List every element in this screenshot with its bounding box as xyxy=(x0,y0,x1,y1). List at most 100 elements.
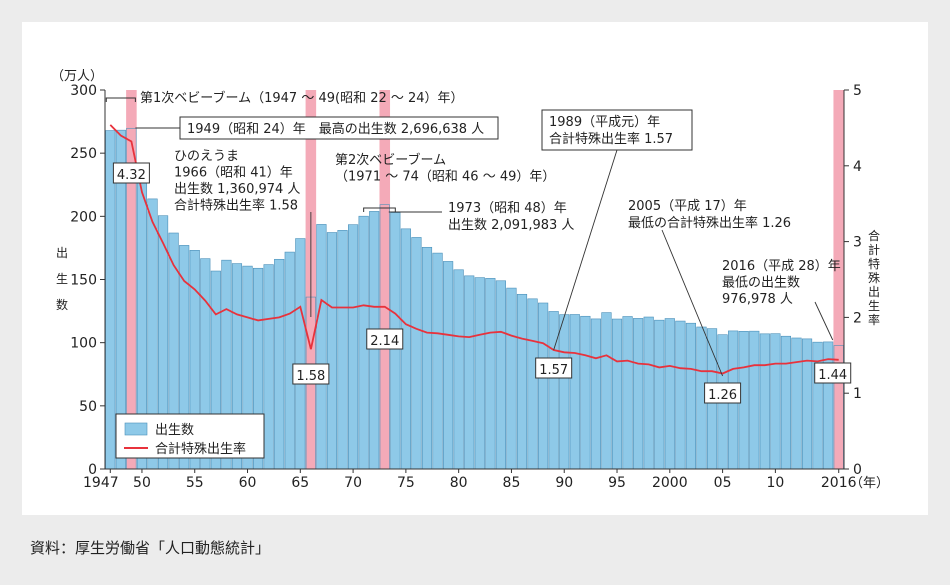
birth-bar-2010 xyxy=(770,333,781,470)
annotation-1989: 合計特殊出生率 1.57 xyxy=(549,131,673,147)
birth-bar-1981 xyxy=(464,275,475,470)
x-tick-label: 70 xyxy=(344,475,362,491)
birth-bar-2013 xyxy=(801,338,813,470)
annotation-hinoeuma: 合計特殊出生率 1.58 xyxy=(174,198,298,214)
birth-bar-1987 xyxy=(527,298,538,470)
birth-chart: 050100150200250300（万人）出生数012345合計特殊出生率19… xyxy=(51,69,889,491)
right-axis-label: 計 xyxy=(868,242,880,257)
birth-bar-2008 xyxy=(749,330,760,470)
birth-bar-1993 xyxy=(590,318,601,470)
birth-bar-1997 xyxy=(633,318,644,470)
legend-swatch-births xyxy=(124,422,148,436)
right-axis-label: 特 xyxy=(868,256,880,271)
left-tick-label: 100 xyxy=(70,336,97,352)
birth-bar-1990 xyxy=(559,314,570,470)
source-note: 資料：厚生労働省「人口動態統計」 xyxy=(30,539,271,557)
x-axis-unit: （年） xyxy=(850,476,889,491)
annotation-hinoeuma: 出生数 1,360,974 人 xyxy=(174,182,300,197)
x-tick-label: 10 xyxy=(766,475,784,491)
birth-bar-1988 xyxy=(538,302,549,470)
value-label-box-2005 xyxy=(704,382,742,404)
x-tick-label: 55 xyxy=(186,475,204,491)
left-tick-label: 300 xyxy=(70,83,97,99)
birth-bar-1978 xyxy=(432,252,443,470)
birth-bar-1963 xyxy=(274,258,285,470)
birth-bar-1979 xyxy=(443,261,454,470)
birth-bar-1982 xyxy=(474,277,485,470)
left-tick-label: 200 xyxy=(70,209,97,225)
x-tick-label: 2016 xyxy=(821,475,857,491)
birth-bar-1965 xyxy=(295,238,306,470)
birth-bar-2011 xyxy=(780,335,792,470)
birth-bar-1995 xyxy=(611,318,623,470)
left-tick-label: 250 xyxy=(70,146,97,162)
annotation-2016-leader xyxy=(814,301,834,341)
annotation-1973: 1973（昭和 48）年 xyxy=(448,201,567,216)
right-axis-label: 生 xyxy=(868,299,880,313)
birth-bar-2001 xyxy=(675,320,686,470)
left-axis-label: 出 xyxy=(56,246,68,260)
x-tick-label: 95 xyxy=(608,475,626,491)
birth-bar-1986 xyxy=(516,293,528,470)
annotation-2005-leader xyxy=(661,229,724,377)
right-tick-label: 4 xyxy=(853,159,862,175)
tfr-line xyxy=(109,124,839,375)
birth-bar-1994 xyxy=(601,312,612,470)
left-tick-label: 0 xyxy=(88,462,97,478)
birth-bar-2009 xyxy=(759,333,770,470)
right-tick-label: 1 xyxy=(853,386,862,402)
x-tick-label: 05 xyxy=(714,475,732,491)
birth-bar-1983 xyxy=(485,278,496,470)
highlight-band-2016 xyxy=(833,90,844,469)
annotation-boom2: 第2次ベビーブーム xyxy=(335,152,446,168)
value-label-box-1966 xyxy=(292,363,330,385)
right-axis-label: 率 xyxy=(868,312,880,327)
birth-bar-2015 xyxy=(823,341,834,470)
annotation-hinoeuma: 1966（昭和 41）年 xyxy=(174,166,293,181)
x-tick-label: 85 xyxy=(503,475,521,491)
boom2-bracket xyxy=(363,207,396,212)
value-label-2005: 1.26 xyxy=(708,388,737,403)
value-label-box-1973 xyxy=(366,328,404,350)
annotation-boom2: （1971 ～ 74（昭和 46 ～ 49）年） xyxy=(335,170,555,185)
chart-panel: 0 50 100 150 200 250 300 （万人）出生数 0 1 2 3 4 5 合計特殊出生率 19… xyxy=(22,22,928,515)
x-tick-label: 75 xyxy=(397,475,415,491)
value-label-1973: 2.14 xyxy=(370,334,399,349)
x-tick-label: 2000 xyxy=(652,475,688,491)
annotation-1989-box xyxy=(541,109,693,151)
left-tick-label: 150 xyxy=(70,273,97,289)
birth-bar-1999 xyxy=(654,319,665,470)
birth-bar-1985 xyxy=(506,287,517,470)
birth-bar-1970 xyxy=(348,224,359,470)
value-label-2016: 1.44 xyxy=(818,368,847,383)
birth-bar-1980 xyxy=(453,269,464,470)
right-axis-label: 殊 xyxy=(868,270,880,285)
value-label-box-1949 xyxy=(112,162,150,184)
annotation-2016: 2016（平成 28）年 xyxy=(722,259,841,274)
annotation-1973: 出生数 2,091,983 人 xyxy=(448,218,574,233)
birth-bar-2002 xyxy=(685,322,697,470)
right-tick-label: 2 xyxy=(853,310,862,326)
right-axis-label: 出 xyxy=(868,285,880,299)
value-label-1989: 1.57 xyxy=(539,363,568,378)
annotation-1989: 1989（平成元）年 xyxy=(549,115,660,130)
right-tick-label: 0 xyxy=(853,462,862,478)
x-tick-label: 50 xyxy=(133,475,151,491)
x-tick-label: 65 xyxy=(291,475,309,491)
right-tick-label: 5 xyxy=(853,83,862,99)
legend-label-tfr: 合計特殊出生率 xyxy=(155,441,246,457)
birth-bar-2000 xyxy=(664,318,675,470)
birth-bar-1977 xyxy=(421,246,433,470)
birth-bar-1962 xyxy=(263,264,274,470)
birth-bar-1964 xyxy=(284,251,295,470)
value-label-box-2016 xyxy=(814,362,852,384)
left-axis-unit: （万人） xyxy=(51,69,103,84)
annotation-boom1: 第1次ベビーブーム（1947 ～ 49(昭和 22 ～ 24）年） xyxy=(140,90,464,106)
birth-bar-1991 xyxy=(569,314,580,470)
left-axis-label: 数 xyxy=(56,297,68,312)
right-axis-label: 合 xyxy=(868,228,880,243)
annotation-2005: 2005（平成 17）年 xyxy=(628,199,747,214)
value-label-1949: 4.32 xyxy=(117,168,146,183)
birth-bar-1996 xyxy=(622,316,633,470)
birth-bar-1998 xyxy=(643,316,654,470)
